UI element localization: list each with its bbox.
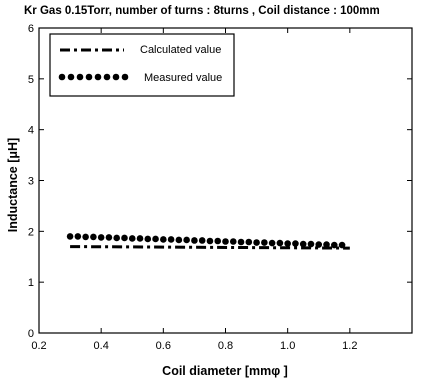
measured-value-point xyxy=(66,233,74,240)
measured-value-point xyxy=(284,240,291,247)
measured-value-point xyxy=(167,236,175,243)
measured-value-point xyxy=(214,237,222,245)
measured-value-point xyxy=(315,241,323,248)
y-tick-label: 2 xyxy=(28,226,34,238)
y-axis-ticks: 0 1 2 3 4 5 6 xyxy=(28,23,412,340)
measured-value-point xyxy=(136,235,144,242)
measured-value-point xyxy=(128,235,136,242)
measured-value-point xyxy=(268,239,276,247)
series-layer xyxy=(66,233,350,250)
legend: Calculated value Measured value xyxy=(49,33,235,97)
measured-value-point xyxy=(198,237,206,244)
x-tick-label: 1.0 xyxy=(280,340,295,352)
measured-value-point xyxy=(338,241,346,249)
measured-value-point xyxy=(191,237,198,244)
x-axis-label: Coil diameter [mmφ ] xyxy=(162,364,288,378)
x-tick-label: 0.8 xyxy=(218,340,233,352)
measured-value-point xyxy=(299,240,307,248)
legend-measured-dot-sample xyxy=(58,73,66,81)
measured-value-point xyxy=(183,236,190,244)
y-tick-label: 3 xyxy=(28,176,34,188)
x-tick-label: 0.6 xyxy=(156,340,171,352)
measured-value-point xyxy=(330,241,338,249)
measured-value-point xyxy=(160,236,167,243)
measured-value-point xyxy=(253,239,260,246)
legend-measured-label: Measured value xyxy=(144,72,222,84)
measured-value-point xyxy=(229,238,237,245)
legend-measured-dot-sample xyxy=(76,73,84,81)
calculated-value-line xyxy=(70,245,350,250)
measured-value-point xyxy=(144,235,152,243)
x-axis-ticks: 0.2 0.4 0.6 0.8 1.0 1.2 xyxy=(31,28,357,352)
measured-value-point xyxy=(245,238,253,246)
measured-value-point xyxy=(90,233,97,241)
y-tick-label: 5 xyxy=(28,74,34,86)
measured-value-point xyxy=(323,241,330,248)
x-tick-label: 0.2 xyxy=(31,340,46,352)
measured-value-point xyxy=(175,236,183,244)
measured-value-point xyxy=(105,234,113,241)
chart-title: Kr Gas 0.15Torr, number of turns : 8turn… xyxy=(24,5,380,17)
legend-measured-dot-sample xyxy=(85,73,93,81)
legend-measured-dot-sample xyxy=(94,73,102,81)
legend-calculated-label: Calculated value xyxy=(140,44,221,56)
measured-value-point xyxy=(121,234,128,242)
measured-value-point xyxy=(237,238,245,246)
measured-value-point xyxy=(113,234,121,242)
measured-value-point xyxy=(276,239,284,247)
legend-measured-sample xyxy=(58,73,129,81)
legend-measured-dot-sample xyxy=(121,73,129,81)
measured-value-point xyxy=(206,237,214,245)
measured-value-point xyxy=(222,238,229,245)
measured-value-point xyxy=(82,233,89,241)
y-tick-label: 4 xyxy=(28,125,34,137)
measured-value-point xyxy=(74,233,82,240)
y-tick-label: 1 xyxy=(28,277,34,289)
y-tick-label: 0 xyxy=(28,328,34,340)
legend-measured-dot-sample xyxy=(103,73,111,81)
measured-value-point xyxy=(292,240,299,247)
legend-measured-dot-sample xyxy=(67,73,75,81)
measured-value-point xyxy=(261,239,268,246)
measured-value-point xyxy=(152,235,159,243)
y-tick-label: 6 xyxy=(28,23,34,35)
x-tick-label: 0.4 xyxy=(94,340,109,352)
measured-value-point xyxy=(307,240,315,248)
legend-measured-dot-sample xyxy=(112,73,120,81)
y-axis-label: Inductance [μH] xyxy=(6,138,20,232)
measured-value-point xyxy=(97,234,105,241)
legend-box xyxy=(49,33,235,97)
x-tick-label: 1.2 xyxy=(342,340,357,352)
